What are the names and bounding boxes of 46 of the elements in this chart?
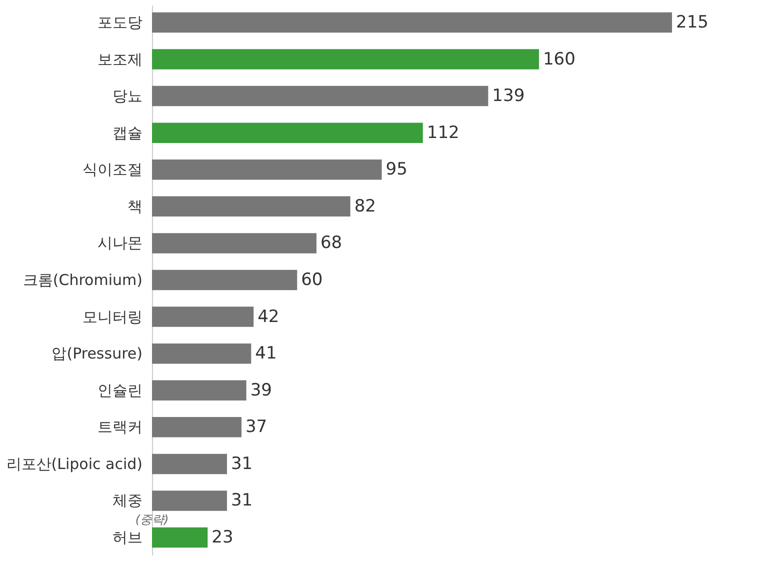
data-label: 23 (212, 528, 234, 548)
y-tick-label: 책 (128, 197, 142, 216)
data-label: 39 (250, 380, 272, 400)
bar (152, 527, 208, 548)
bar (152, 417, 242, 438)
bar (152, 270, 298, 290)
bar (152, 380, 246, 400)
data-label: 31 (230, 454, 253, 474)
y-tick-label: 허브 (112, 528, 142, 547)
bar (152, 454, 227, 474)
y-tick-label: 리포산(Lipoic acid) (6, 454, 142, 473)
bar (152, 86, 488, 106)
y-tick-label: 시나몬 (98, 234, 142, 252)
y-tick-label: 크롬(Chromium) (22, 271, 142, 289)
data-label: 68 (320, 233, 342, 254)
bar (152, 306, 254, 327)
data-label: 160 (542, 49, 576, 70)
data-label: 31 (230, 490, 253, 511)
bar (152, 233, 316, 254)
data-label: 82 (354, 196, 376, 216)
data-label: 95 (386, 160, 408, 180)
data-label: 215 (676, 12, 708, 32)
y-tick-label: 트랙커 (98, 418, 142, 436)
bar (152, 196, 350, 217)
data-label: 41 (255, 344, 277, 364)
y-tick-label: 압(Pressure) (52, 344, 142, 363)
y-tick-label: 식이조절 (82, 160, 142, 179)
bar (152, 49, 539, 70)
y-tick-label: 보조제 (98, 50, 142, 68)
bar (152, 12, 672, 33)
y-tick-label: 체중 (112, 492, 142, 510)
y-tick-label: 포도당 (98, 13, 142, 32)
data-label: 60 (301, 270, 323, 290)
bar (152, 343, 252, 364)
y-tick-label: 모니터링 (82, 308, 142, 326)
data-label: 42 (258, 306, 280, 327)
y-tick-label: 당뇨 (112, 87, 142, 106)
annotation: (중략) (135, 512, 169, 527)
bar (152, 122, 423, 143)
bar (152, 160, 382, 180)
data-label: 112 (426, 122, 460, 143)
y-tick-label: 캡슐 (112, 124, 142, 142)
data-label: 139 (492, 86, 525, 106)
y-tick-label: 인슐린 (98, 381, 142, 400)
bar (152, 490, 227, 511)
data-label: 37 (245, 417, 268, 438)
